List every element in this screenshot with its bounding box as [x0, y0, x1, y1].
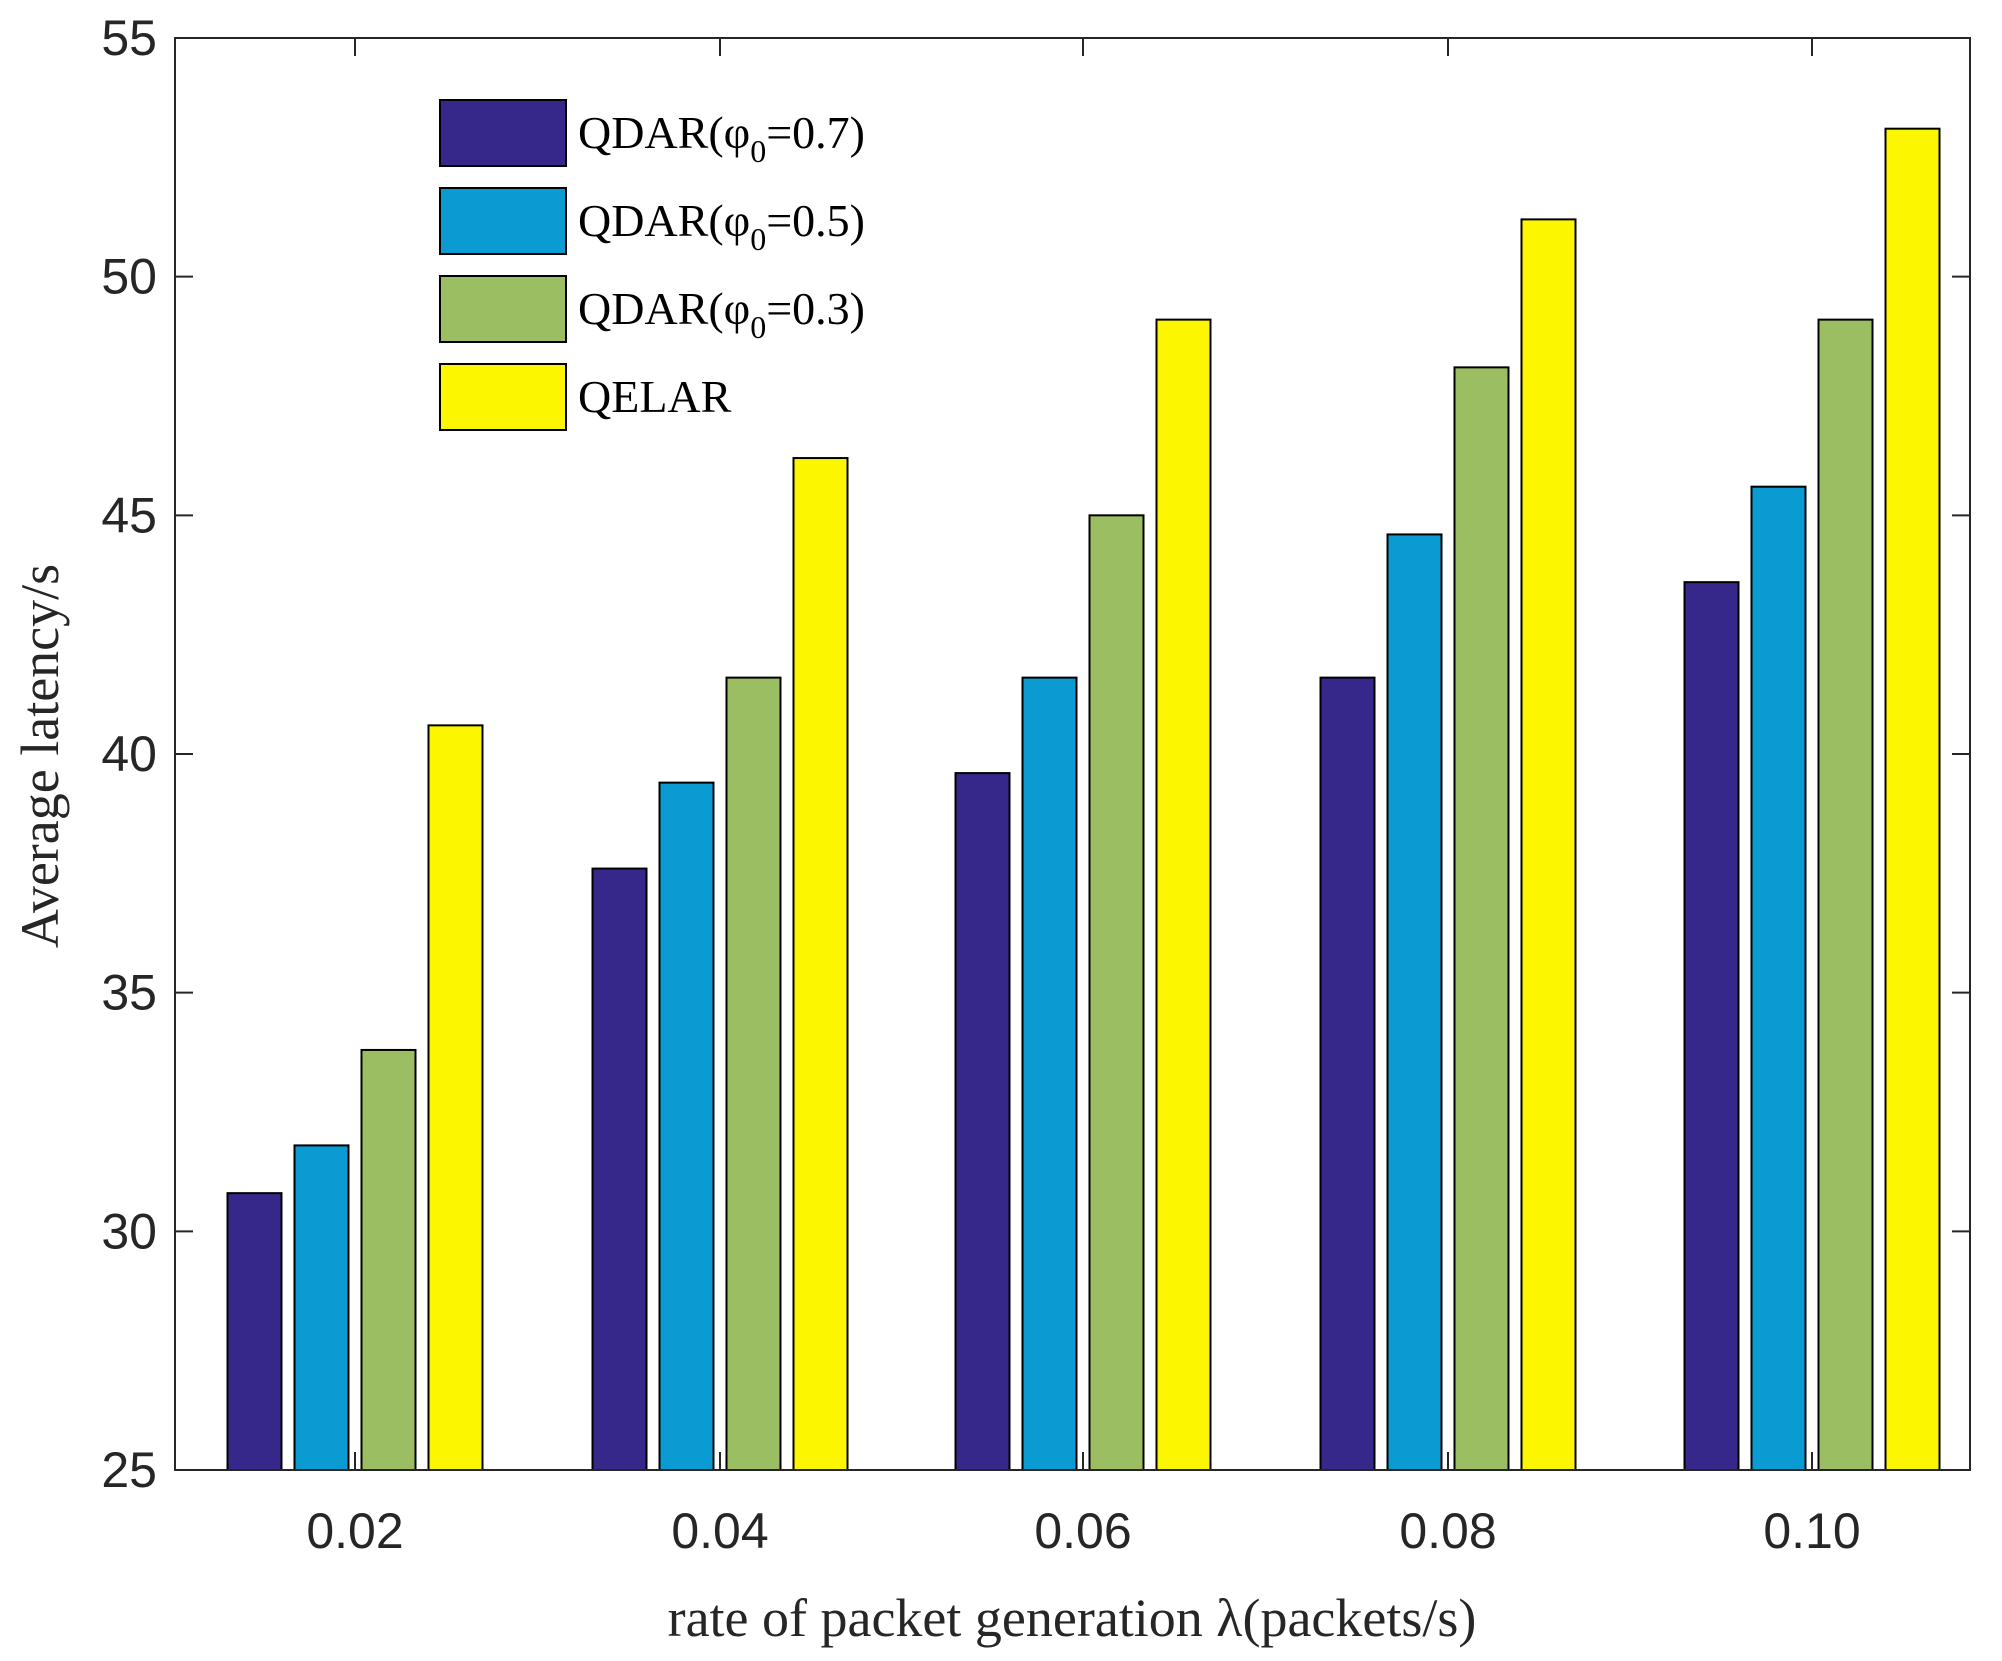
- x-tick-label: 0.02: [306, 1503, 403, 1559]
- bar-0_02-series-1: [226, 1192, 283, 1471]
- legend-label-3: QDAR(φ0=0.3): [578, 283, 865, 345]
- legend-label-2: QDAR(φ0=0.5): [578, 195, 865, 257]
- bar-0_06-series-4: [1155, 318, 1212, 1471]
- bar-0_08-series-4: [1520, 218, 1577, 1471]
- x-tick-label: 0.08: [1399, 1503, 1496, 1559]
- legend-swatch-1: [439, 99, 567, 167]
- bar-0_06-series-3: [1088, 514, 1145, 1471]
- x-tick-labels: 0.02 0.04 0.06 0.08 0.10: [306, 1503, 1860, 1559]
- y-tick-label: 55: [101, 10, 157, 66]
- bar-0_08-series-2: [1386, 533, 1443, 1471]
- bar-0_10-series-3: [1817, 318, 1874, 1471]
- legend-swatch-3: [439, 275, 567, 343]
- bar-0_04-series-4: [792, 457, 849, 1471]
- x-tick-label: 0.06: [1034, 1503, 1131, 1559]
- x-axis-label: rate of packet generation λ(packets/s): [668, 1588, 1477, 1648]
- bar-0_10-series-4: [1884, 127, 1941, 1471]
- legend: QDAR(φ0=0.7) QDAR(φ0=0.5) QDAR(φ0=0.3) QELA…: [439, 99, 865, 431]
- legend-label-1: QDAR(φ0=0.7): [578, 107, 865, 169]
- y-tick-label: 35: [101, 965, 157, 1021]
- bar-0_04-series-3: [725, 676, 782, 1471]
- bar-0_06-series-1: [954, 772, 1011, 1471]
- y-tick-label: 40: [101, 726, 157, 782]
- y-tick-label: 30: [101, 1203, 157, 1259]
- bars-group: [226, 127, 1941, 1471]
- bar-0_02-series-4: [427, 724, 484, 1471]
- y-tick-labels: 25 30 35 40 45 50 55: [101, 10, 157, 1498]
- legend-swatch-4: [439, 363, 567, 431]
- bar-0_08-series-1: [1319, 676, 1376, 1471]
- x-tick-label: 0.10: [1763, 1503, 1860, 1559]
- axis-ticks: [175, 37, 1970, 1471]
- bar-0_06-series-2: [1021, 676, 1078, 1471]
- y-axis-label: Average latency/s: [10, 564, 70, 948]
- y-tick-label: 50: [101, 249, 157, 305]
- bar-0_10-series-1: [1683, 581, 1740, 1471]
- y-tick-label: 25: [101, 1442, 157, 1498]
- bar-0_02-series-3: [360, 1048, 417, 1471]
- y-tick-label: 45: [101, 487, 157, 543]
- bar-0_04-series-1: [591, 867, 648, 1471]
- bar-0_10-series-2: [1750, 485, 1807, 1471]
- bar-0_08-series-3: [1453, 366, 1510, 1471]
- legend-label-4: QELAR: [578, 371, 732, 422]
- x-tick-label: 0.04: [671, 1503, 768, 1559]
- bar-0_02-series-2: [293, 1144, 350, 1471]
- legend-swatch-2: [439, 187, 567, 255]
- bar-0_04-series-2: [658, 781, 715, 1471]
